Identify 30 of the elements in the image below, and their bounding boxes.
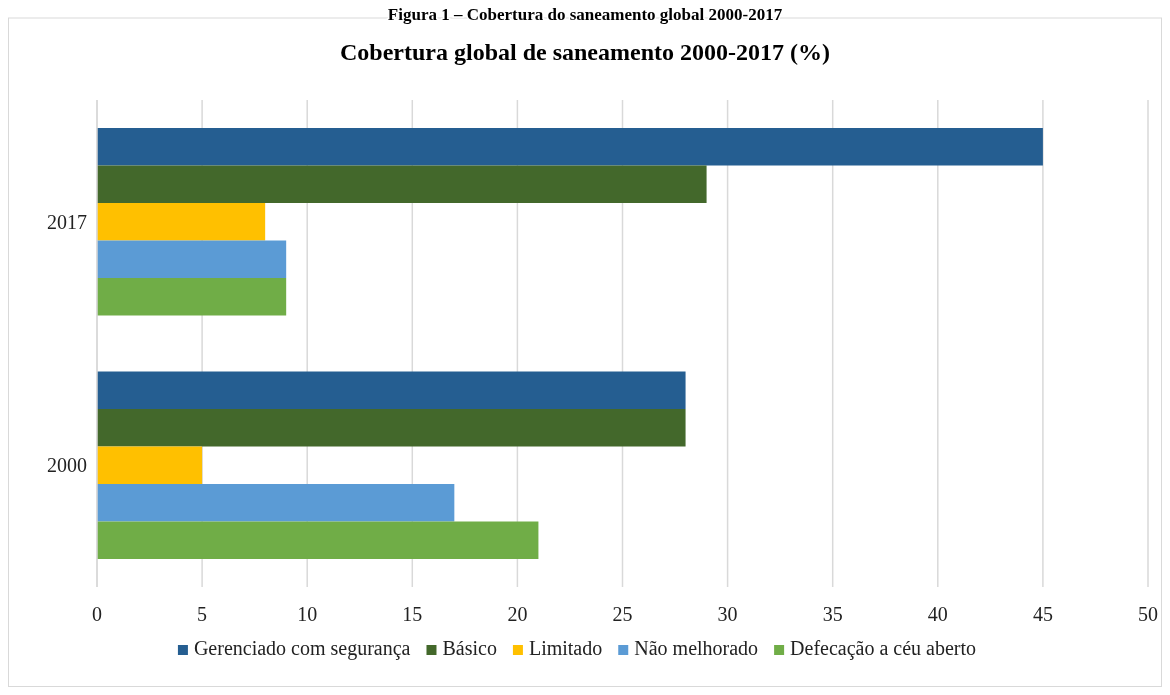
bar [97,446,203,484]
y-tick-label: 2000 [47,454,87,477]
legend-label: Limitado [528,637,603,659]
x-tick-label: 20 [507,603,528,625]
legend-label: Não melhorado [634,637,759,659]
bar [97,409,686,447]
text: Figura 1 – Cobertura do saneamento global 2000-2017 [387,5,783,24]
x-tick-label: 5 [197,603,208,625]
x-tick-label: 50 [1138,603,1158,625]
chart-title: Cobertura global de saneamento 2000-2017 (%) [340,39,830,65]
x-tick-label: 30 [717,603,738,625]
bar [97,240,287,278]
bar [97,128,1043,166]
bar [97,521,539,559]
y-tick-label: 2017 [47,210,87,233]
bar [97,203,266,241]
x-tick-label: 0 [92,603,102,625]
x-tick-label: 10 [297,603,318,625]
bar [97,484,455,522]
x-tick-label: 35 [822,603,843,625]
bar [97,371,686,409]
x-tick-label: 45 [1032,603,1053,625]
bar [97,165,707,203]
x-tick-label: 15 [402,603,423,625]
bar [97,278,287,316]
legend-label: Básico [442,637,497,659]
legend-label: Gerenciado com segurança [193,637,411,660]
legend-label: Defecação a céu aberto [790,637,977,660]
x-tick-label: 40 [927,603,948,625]
x-tick-label: 25 [612,603,633,625]
